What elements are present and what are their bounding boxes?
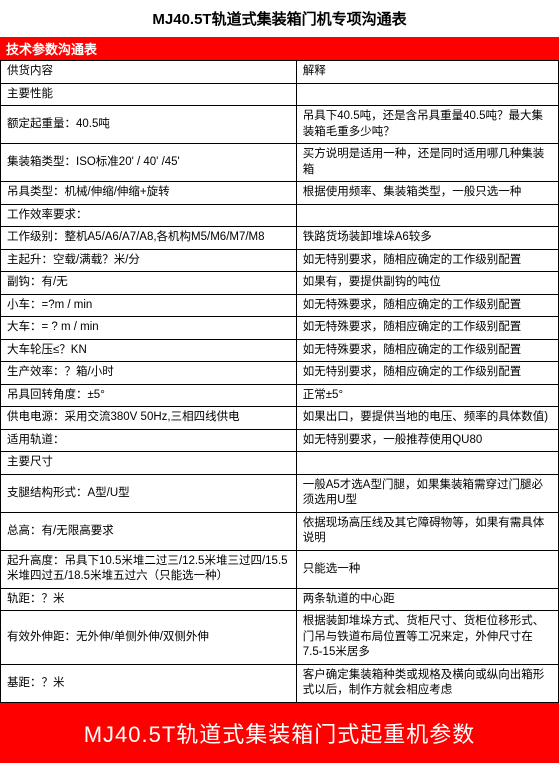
cell-right: 依据现场高压线及其它障碍物等，如果有需具体说明 [296,512,558,550]
table-row: 吊具回转角度：±5°正常±5° [1,384,559,407]
cell-right: 铁路货场装卸堆垛A6较多 [296,227,558,250]
cell-left: 主要尺寸 [1,452,297,475]
table-row: 副钩：有/无如果有，要提供副钩的吨位 [1,272,559,295]
table-row: 集装箱类型：ISO标准20' / 40' /45'买方说明是适用一种，还是同时适… [1,144,559,182]
cell-left: 工作效率要求： [1,204,297,227]
section-header: 技术参数沟通表 [0,37,559,60]
footer-banner: MJ40.5T轨道式集装箱门式起重机参数 [0,703,559,763]
table-row: 有效外伸距：无外伸/单侧外伸/双侧外伸根据装卸堆垛方式、货柜尺寸、货柜位移形式、… [1,611,559,665]
cell-left: 供电电源：采用交流380V 50Hz,三相四线供电 [1,407,297,430]
table-row: 轨距：？米两条轨道的中心距 [1,588,559,611]
table-row: 主起升：空载/满载？米/分如无特别要求，随相应确定的工作级别配置 [1,249,559,272]
cell-left: 轨距：？米 [1,588,297,611]
cell-left: 工作级别：整机A5/A6/A7/A8,各机构M5/M6/M7/M8 [1,227,297,250]
table-row: 适用轨道：如无特别要求，一般推荐使用QU80 [1,429,559,452]
table-row: 支腿结构形式：A型/U型一般A5才选A型门腿，如果集装箱需穿过门腿必须选用U型 [1,474,559,512]
cell-right: 根据装卸堆垛方式、货柜尺寸、货柜位移形式、门吊与铁道布局位置等工况来定，外伸尺寸… [296,611,558,665]
cell-left: 基距：？米 [1,664,297,702]
col-header-right: 解释 [296,61,558,84]
page-title: MJ40.5T轨道式集装箱门机专项沟通表 [0,0,559,37]
cell-right: 如无特别要求，随相应确定的工作级别配置 [296,249,558,272]
table-header-row: 供货内容 解释 [1,61,559,84]
cell-left: 集装箱类型：ISO标准20' / 40' /45' [1,144,297,182]
table-row: 小车：=?m / min如无特殊要求，随相应确定的工作级别配置 [1,294,559,317]
cell-right: 吊具下40.5吨，还是含吊具重量40.5吨？最大集装箱毛重多少吨？ [296,106,558,144]
cell-left: 额定起重量：40.5吨 [1,106,297,144]
table-row: 基距：？米客户确定集装箱种类或规格及横向或纵向出箱形式以后，制作方就会相应考虑 [1,664,559,702]
table-row: 总高：有/无限高要求依据现场高压线及其它障碍物等，如果有需具体说明 [1,512,559,550]
cell-right: 两条轨道的中心距 [296,588,558,611]
cell-left: 生产效率：？箱/小时 [1,362,297,385]
cell-right [296,204,558,227]
cell-right: 根据使用频率、集装箱类型，一般只选一种 [296,182,558,205]
cell-left: 副钩：有/无 [1,272,297,295]
cell-right: 如无特殊要求，随相应确定的工作级别配置 [296,294,558,317]
cell-left: 小车：=?m / min [1,294,297,317]
cell-left: 总高：有/无限高要求 [1,512,297,550]
table-row: 大车轮压≤？KN如无特殊要求，随相应确定的工作级别配置 [1,339,559,362]
table-row: 额定起重量：40.5吨吊具下40.5吨，还是含吊具重量40.5吨？最大集装箱毛重… [1,106,559,144]
cell-right: 如无特殊要求，随相应确定的工作级别配置 [296,317,558,340]
cell-right: 正常±5° [296,384,558,407]
cell-right [296,452,558,475]
cell-left: 吊具类型：机械/伸缩/伸缩+旋转 [1,182,297,205]
cell-right: 买方说明是适用一种，还是同时适用哪几种集装箱 [296,144,558,182]
cell-left: 主要性能 [1,83,297,106]
table-row: 工作级别：整机A5/A6/A7/A8,各机构M5/M6/M7/M8铁路货场装卸堆… [1,227,559,250]
cell-right: 一般A5才选A型门腿，如果集装箱需穿过门腿必须选用U型 [296,474,558,512]
cell-left: 大车轮压≤？KN [1,339,297,362]
table-row: 工作效率要求： [1,204,559,227]
cell-right: 如果有，要提供副钩的吨位 [296,272,558,295]
cell-left: 支腿结构形式：A型/U型 [1,474,297,512]
col-header-left: 供货内容 [1,61,297,84]
cell-right: 客户确定集装箱种类或规格及横向或纵向出箱形式以后，制作方就会相应考虑 [296,664,558,702]
table-row: 起升高度：吊具下10.5米堆二过三/12.5米堆三过四/15.5米堆四过五/18… [1,550,559,588]
spec-table: 供货内容 解释 主要性能额定起重量：40.5吨吊具下40.5吨，还是含吊具重量4… [0,60,559,703]
table-row: 生产效率：？箱/小时如无特别要求，随相应确定的工作级别配置 [1,362,559,385]
cell-right: 如无特别要求，一般推荐使用QU80 [296,429,558,452]
cell-left: 起升高度：吊具下10.5米堆二过三/12.5米堆三过四/15.5米堆四过五/18… [1,550,297,588]
cell-right: 如无特别要求，随相应确定的工作级别配置 [296,362,558,385]
cell-left: 适用轨道： [1,429,297,452]
cell-left: 吊具回转角度：±5° [1,384,297,407]
table-row: 大车：= ? m / min如无特殊要求，随相应确定的工作级别配置 [1,317,559,340]
cell-left: 主起升：空载/满载？米/分 [1,249,297,272]
table-row: 供电电源：采用交流380V 50Hz,三相四线供电如果出口，要提供当地的电压、频… [1,407,559,430]
cell-right [296,83,558,106]
cell-left: 大车：= ? m / min [1,317,297,340]
cell-right: 只能选一种 [296,550,558,588]
table-row: 吊具类型：机械/伸缩/伸缩+旋转根据使用频率、集装箱类型，一般只选一种 [1,182,559,205]
cell-right: 如无特殊要求，随相应确定的工作级别配置 [296,339,558,362]
cell-right: 如果出口，要提供当地的电压、频率的具体数值) [296,407,558,430]
table-row: 主要性能 [1,83,559,106]
table-row: 主要尺寸 [1,452,559,475]
cell-left: 有效外伸距：无外伸/单侧外伸/双侧外伸 [1,611,297,665]
